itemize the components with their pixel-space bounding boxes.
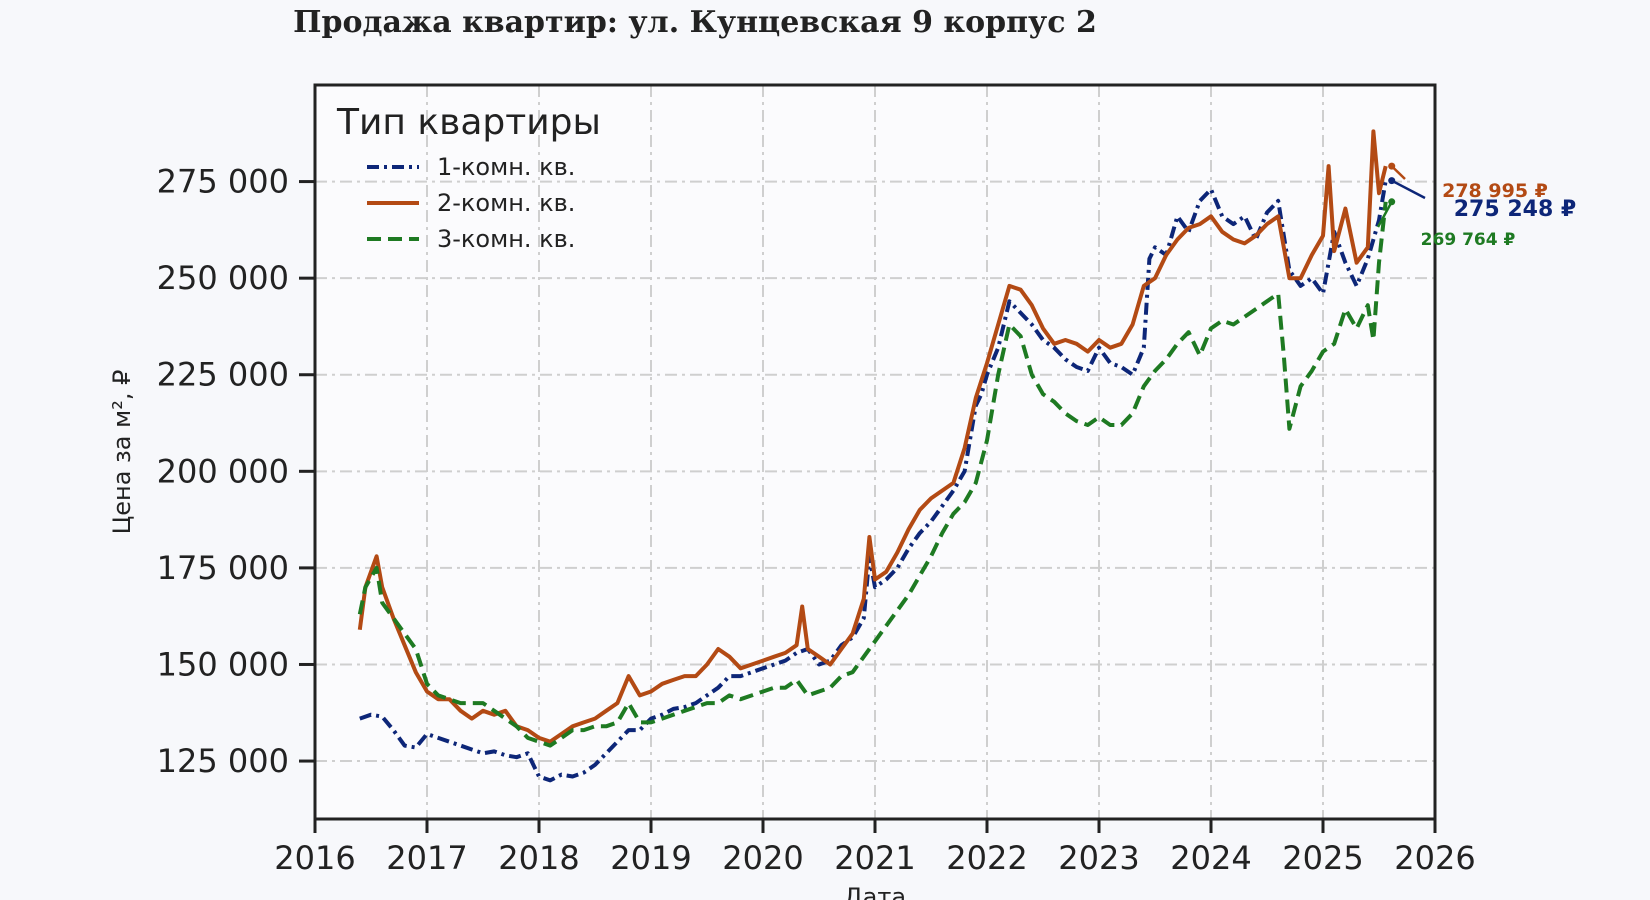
end-label-arrowhead bbox=[1388, 162, 1396, 170]
end-label: 275 248 ₽ bbox=[1454, 197, 1576, 222]
end-labels: 275 248 ₽278 995 ₽ 269 764 ₽ bbox=[1376, 162, 1576, 250]
x-tick-label: 2021 bbox=[834, 839, 915, 877]
series-line-2 bbox=[357, 129, 1388, 744]
legend-title: Тип квартиры bbox=[336, 102, 601, 143]
y-tick-label: 275 000 bbox=[157, 163, 289, 201]
x-axis: 2016 2017 2018 2019 2020 2021 2022 2023 2024 2025… bbox=[274, 819, 1476, 877]
end-label-arrowhead bbox=[1388, 177, 1396, 185]
legend: Тип квартиры 1-комн. кв. 2-комн. кв. 3-ком… bbox=[336, 102, 601, 253]
y-tick-label: 175 000 bbox=[157, 549, 289, 587]
end-label: 278 995 ₽ bbox=[1442, 180, 1548, 202]
y-tick-label: 225 000 bbox=[157, 356, 289, 394]
x-tick-label: 2020 bbox=[722, 839, 803, 877]
y-tick-label: 125 000 bbox=[157, 742, 289, 780]
end-label-arrowhead bbox=[1388, 198, 1396, 206]
chart-title: Продажа квартир: ул. Кунцевская 9 корпус… bbox=[293, 5, 1097, 40]
series-line-1 bbox=[359, 180, 1388, 783]
end-label-arrow bbox=[1391, 179, 1426, 200]
x-tick-label: 2023 bbox=[1058, 839, 1139, 877]
x-tick-label: 2024 bbox=[1170, 839, 1251, 877]
end-label-arrow bbox=[1376, 201, 1393, 228]
x-axis-label: Дата bbox=[844, 883, 906, 900]
x-tick-label: 2022 bbox=[946, 839, 1027, 877]
x-tick-label: 2017 bbox=[386, 839, 467, 877]
legend-label: 2-комн. кв. bbox=[437, 189, 575, 217]
x-tick-label: 2026 bbox=[1394, 839, 1475, 877]
x-tick-label: 2018 bbox=[498, 839, 579, 877]
end-label: 269 764 ₽ bbox=[1421, 230, 1516, 250]
y-tick-label: 250 000 bbox=[157, 259, 289, 297]
x-tick-label: 2016 bbox=[274, 839, 355, 877]
x-tick-label: 2025 bbox=[1282, 839, 1363, 877]
series-line-3 bbox=[357, 201, 1388, 748]
series-layer bbox=[357, 129, 1388, 783]
legend-label: 3-комн. кв. bbox=[437, 225, 575, 253]
y-tick-label: 200 000 bbox=[157, 452, 289, 490]
y-tick-label: 150 000 bbox=[157, 645, 289, 683]
y-axis-label: Цена за м², ₽ bbox=[108, 370, 136, 535]
x-tick-label: 2019 bbox=[610, 839, 691, 877]
y-axis: 125 000 150 000 175 000 200 000 225 000 250 0… bbox=[157, 163, 315, 780]
legend-label: 1-комн. кв. bbox=[437, 153, 575, 181]
